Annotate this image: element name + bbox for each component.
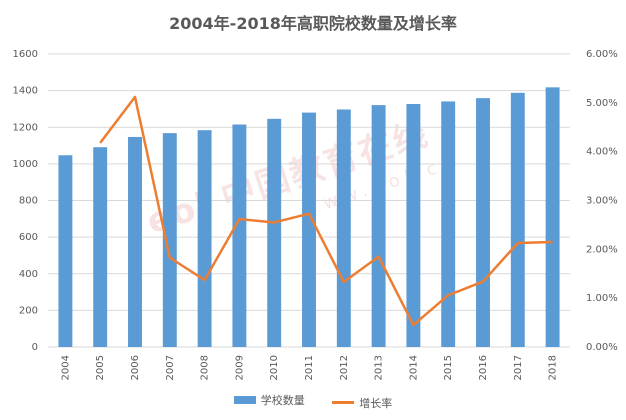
bar: [58, 155, 73, 347]
y-left-tick-label: 1200: [13, 122, 38, 133]
bar: [128, 136, 142, 347]
y-right-tick-label: 4.00%: [586, 147, 618, 158]
x-tick-label: 2009: [234, 355, 245, 380]
bar: [336, 109, 351, 347]
bar: [476, 98, 490, 348]
x-tick-label: 2005: [95, 355, 106, 380]
legend-swatch-line: [332, 401, 355, 404]
bar: [441, 101, 456, 347]
y-left-tick-label: 400: [19, 269, 38, 280]
y-right-tick-label: 2.00%: [586, 244, 618, 255]
bar: [232, 124, 247, 347]
x-tick-label: 2014: [408, 355, 419, 380]
x-tick-label: 2017: [513, 355, 524, 380]
y-left-tick-label: 200: [19, 305, 38, 316]
bar: [162, 133, 177, 347]
x-tick-label: 2006: [130, 355, 141, 380]
y-right-tick-label: 0.00%: [586, 342, 618, 353]
bar: [93, 147, 108, 347]
growth-rate-line: [99, 95, 553, 327]
y-left-tick-label: 1600: [13, 49, 38, 60]
chart-title: 2004年-2018年高职院校数量及增长率: [169, 14, 457, 33]
x-tick-label: 2018: [548, 355, 559, 380]
x-tick-label: 2015: [443, 355, 454, 380]
x-tick-label: 2013: [374, 355, 385, 380]
x-tick-label: 2008: [200, 355, 211, 380]
x-tick-label: 2011: [304, 355, 315, 380]
x-tick-label: 2012: [339, 355, 350, 380]
y-left-tick-label: 0: [32, 342, 38, 353]
y-left-tick-label: 1400: [13, 86, 38, 97]
y-left-tick-label: 1000: [13, 159, 38, 170]
x-tick-label: 2007: [165, 355, 176, 380]
bar: [545, 87, 560, 348]
legend-swatch-bar: [233, 396, 256, 404]
bar: [371, 105, 386, 347]
y-right-tick-label: 1.00%: [586, 293, 618, 304]
x-tick-label: 2004: [60, 355, 71, 380]
y-right-tick-label: 6.00%: [586, 49, 618, 60]
bar: [197, 130, 212, 347]
legend-label-line: 增长率: [359, 396, 393, 410]
y-right-tick-label: 3.00%: [586, 196, 618, 207]
legend-item-bar: 学校数量: [233, 392, 305, 408]
bar: [406, 103, 421, 347]
y-left-tick-label: 600: [19, 232, 38, 243]
legend: 学校数量 增长率: [0, 392, 626, 411]
y-right-tick-label: 5.00%: [586, 98, 618, 109]
bar: [302, 112, 316, 347]
x-tick-label: 2016: [478, 355, 489, 380]
bar: [267, 118, 282, 347]
y-left-tick-label: 800: [19, 196, 38, 207]
legend-label-bar: 学校数量: [260, 394, 305, 407]
bar: [510, 92, 525, 347]
legend-item-line: 增长率: [332, 395, 392, 411]
x-tick-label: 2010: [269, 355, 280, 380]
